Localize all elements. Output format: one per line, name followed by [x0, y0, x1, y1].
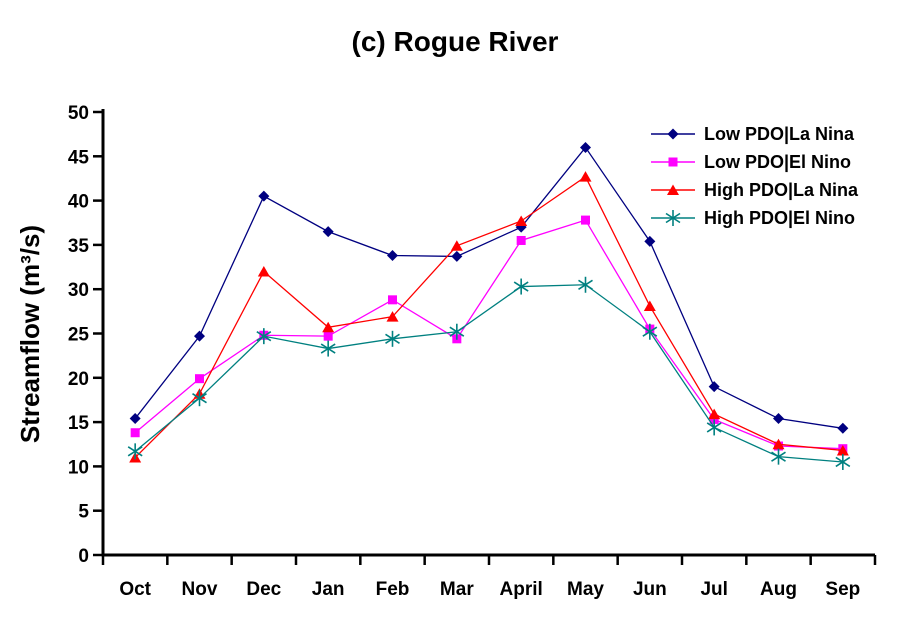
marker-low-pdo-la-nina-jul	[708, 381, 720, 393]
legend-label: High PDO|La Nina	[704, 179, 859, 200]
x-axis-tick-label-mar: Mar	[440, 579, 474, 600]
marker-low-pdo-el-nino-oct	[130, 428, 140, 438]
marker-high-pdo-el-nino-oct	[127, 446, 143, 457]
y-axis-tick-label: 35	[68, 236, 90, 257]
series-line-high-pdo-la-nina	[134, 175, 843, 459]
marker-high-pdo-el-nino-may	[578, 279, 593, 290]
marker-low-pdo-la-nina-nov	[194, 330, 205, 342]
x-axis-tick-label-jun: Jun	[633, 579, 667, 600]
legend-item-low-pdo-la-nina: Low PDO|La Nina	[650, 120, 858, 148]
marker-high-pdo-la-nina-jan	[322, 321, 335, 333]
legend-item-high-pdo-la-nina: High PDO|La Nina	[650, 176, 858, 204]
triangle-marker-icon	[651, 184, 695, 195]
marker-low-pdo-la-nina-feb	[387, 250, 398, 262]
x-axis-tick-label-nov: Nov	[182, 579, 218, 600]
x-axis-tick-label-aug: Aug	[760, 579, 797, 600]
marker-high-pdo-la-nina-april	[515, 215, 528, 226]
x-axis-tick-label-sep: Sep	[825, 579, 860, 600]
marker-low-pdo-la-nina-mar	[451, 250, 463, 262]
marker-high-pdo-la-nina-mar	[450, 240, 463, 251]
marker-high-pdo-el-nino-nov	[192, 393, 207, 404]
marker-high-pdo-la-nina-may	[579, 171, 592, 182]
marker-high-pdo-el-nino-aug	[771, 451, 786, 462]
diamond-marker-icon	[651, 128, 695, 140]
marker-high-pdo-el-nino-jan	[320, 343, 336, 354]
marker-low-pdo-la-nina-may	[580, 141, 591, 153]
legend-marker-high-pdo-la-nina	[667, 184, 679, 195]
marker-high-pdo-la-nina-jun	[643, 300, 656, 312]
marker-low-pdo-el-nino-may	[581, 215, 590, 225]
marker-high-pdo-el-nino-jul	[706, 422, 722, 433]
y-axis-tick-label: 50	[68, 103, 89, 124]
y-axis-tick-label: 30	[68, 280, 89, 301]
marker-low-pdo-la-nina-dec	[258, 190, 270, 202]
legend-label: Low PDO|El Nino	[704, 151, 852, 172]
marker-low-pdo-el-nino-jan	[323, 331, 333, 341]
marker-high-pdo-la-nina-dec	[257, 265, 270, 277]
legend: Low PDO|La Nina Low PDO|El Nino High PDO…	[650, 120, 858, 232]
marker-high-pdo-la-nina-feb	[386, 311, 399, 322]
x-axis-tick-label-april: April	[500, 579, 543, 600]
marker-high-pdo-la-nina-sep	[836, 444, 849, 456]
chart-title: (c) Rogue River	[351, 26, 559, 57]
marker-high-pdo-la-nina-jul	[708, 408, 721, 420]
legend-label: Low PDO|La Nina	[704, 123, 855, 144]
legend-label: High PDO|El Nino	[704, 207, 856, 228]
x-axis-tick-label-may: May	[567, 579, 604, 600]
marker-high-pdo-el-nino-april	[513, 281, 529, 292]
square-marker-icon	[651, 157, 695, 167]
x-axis-tick-label-jan: Jan	[312, 579, 345, 600]
marker-high-pdo-la-nina-aug	[772, 438, 785, 450]
marker-low-pdo-el-nino-nov	[195, 374, 204, 384]
x-axis-tick-label-jul: Jul	[700, 579, 727, 600]
y-axis-tick-label: 15	[68, 413, 90, 434]
series-line-high-pdo-el-nino	[134, 284, 843, 463]
legend-marker-high-pdo-el-nino	[665, 212, 681, 224]
x-axis-tick-label-oct: Oct	[119, 579, 151, 600]
legend-marker-low-pdo-la-nina	[667, 128, 679, 140]
marker-high-pdo-el-nino-jun	[642, 326, 658, 337]
marker-low-pdo-la-nina-jun	[644, 235, 656, 247]
y-axis-tick-label: 10	[68, 457, 89, 478]
marker-low-pdo-la-nina-jan	[322, 226, 334, 238]
x-axis-tick-label-dec: Dec	[246, 579, 281, 600]
asterisk-marker-icon	[651, 210, 695, 226]
y-axis-tick-label: 20	[68, 369, 89, 390]
axis-lines	[101, 109, 875, 557]
marker-high-pdo-el-nino-dec	[256, 330, 272, 342]
marker-low-pdo-la-nina-sep	[837, 422, 849, 434]
legend-item-high-pdo-el-nino: High PDO|El Nino	[650, 204, 858, 232]
legend-marker-low-pdo-el-nino	[668, 157, 678, 167]
y-axis-tick-label: 45	[68, 147, 90, 168]
y-axis-tick-label: 0	[78, 546, 89, 567]
series-line-low-pdo-la-nina	[134, 146, 843, 429]
marker-low-pdo-la-nina-oct	[129, 413, 141, 425]
marker-low-pdo-el-nino-feb	[388, 295, 397, 305]
series-high-pdo-el-nino	[127, 276, 851, 470]
y-axis-tick-label: 40	[68, 192, 89, 213]
y-axis-tick-label: 5	[78, 502, 89, 523]
marker-low-pdo-la-nina-aug	[773, 413, 784, 425]
legend-item-low-pdo-el-nino: Low PDO|El Nino	[650, 148, 858, 176]
marker-high-pdo-el-nino-mar	[449, 326, 465, 337]
marker-high-pdo-el-nino-sep	[835, 456, 851, 468]
marker-low-pdo-el-nino-april	[516, 235, 526, 245]
series-line-low-pdo-el-nino	[134, 219, 843, 450]
y-axis-tick-label: 25	[68, 325, 90, 346]
x-axis-tick-label-feb: Feb	[376, 579, 410, 600]
marker-high-pdo-el-nino-feb	[385, 333, 400, 344]
